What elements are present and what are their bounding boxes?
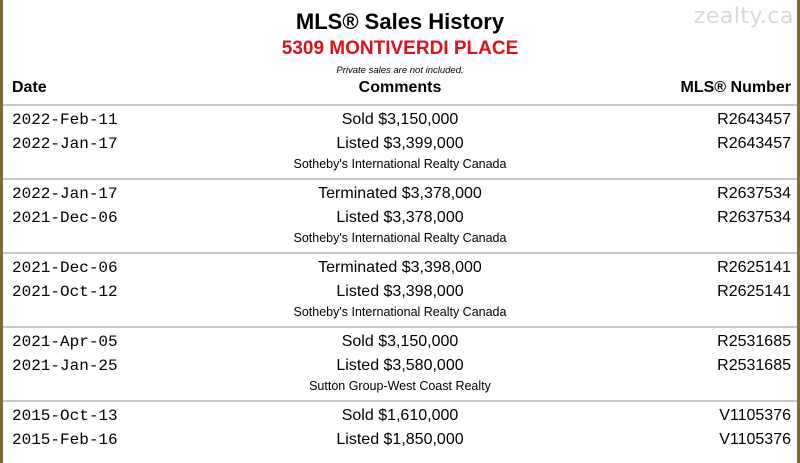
row-mls-number: R2637534 xyxy=(717,209,791,226)
column-header-mls-number: MLS® Number xyxy=(680,79,791,96)
table-row: 2015-Oct-13 Sold $1,610,000 V1105376 xyxy=(0,407,800,431)
group-divider xyxy=(3,178,797,180)
row-mls-number: R2531685 xyxy=(717,333,791,350)
listing-agency: Sotheby's International Realty Canada xyxy=(293,157,507,171)
table-row: 2021-Dec-06 Listed $3,378,000 R2637534 xyxy=(0,209,800,233)
row-comment: Listed $3,398,000 xyxy=(336,283,464,300)
table-row: 2015-Feb-16 Listed $1,850,000 V1105376 xyxy=(0,431,800,455)
listing-agency: Sotheby's International Realty Canada xyxy=(293,305,507,319)
table-row: 2022-Jan-17 Listed $3,399,000 R2643457 xyxy=(0,135,800,159)
row-date: 2015-Feb-16 xyxy=(12,431,118,449)
row-mls-number: R2625141 xyxy=(717,259,791,276)
row-mls-number: R2625141 xyxy=(717,283,791,300)
row-comment: Terminated $3,378,000 xyxy=(318,185,482,202)
row-mls-number: V1105376 xyxy=(719,407,791,424)
table-row: 2021-Dec-06 Terminated $3,398,000 R26251… xyxy=(0,259,800,283)
row-mls-number: R2531685 xyxy=(717,357,791,374)
row-date: 2021-Dec-06 xyxy=(12,209,118,227)
page-title: MLS® Sales History xyxy=(295,9,505,34)
table-row: 2022-Jan-17 Terminated $3,378,000 R26375… xyxy=(0,185,800,209)
row-comment: Sold $3,150,000 xyxy=(341,111,459,128)
table-header: Date Comments MLS® Number xyxy=(0,79,800,103)
row-comment: Sold $1,610,000 xyxy=(341,407,459,424)
row-date: 2022-Feb-11 xyxy=(12,111,118,129)
row-comment: Listed $1,850,000 xyxy=(336,431,464,448)
listing-agency: Sutton Group-West Coast Realty xyxy=(309,379,491,393)
row-date: 2021-Apr-05 xyxy=(12,333,118,351)
group-divider xyxy=(3,400,797,402)
row-mls-number: R2637534 xyxy=(717,185,791,202)
row-date: 2021-Dec-06 xyxy=(12,259,118,277)
group-divider xyxy=(3,104,797,106)
row-date: 2022-Jan-17 xyxy=(12,185,118,203)
listing-agency: Sotheby's International Realty Canada xyxy=(293,231,507,245)
row-comment: Terminated $3,398,000 xyxy=(318,259,482,276)
row-comment: Listed $3,378,000 xyxy=(336,209,464,226)
table-row: 2022-Feb-11 Sold $3,150,000 R2643457 xyxy=(0,111,800,135)
row-comment: Listed $3,580,000 xyxy=(336,357,464,374)
table-row: 2021-Jan-25 Listed $3,580,000 R2531685 xyxy=(0,357,800,381)
private-sales-note: Private sales are not included. xyxy=(336,65,464,76)
column-header-comments: Comments xyxy=(358,79,442,96)
group-divider xyxy=(3,326,797,328)
row-mls-number: V1105376 xyxy=(719,431,791,448)
row-comment: Listed $3,399,000 xyxy=(336,135,464,152)
row-mls-number: R2643457 xyxy=(717,135,791,152)
row-mls-number: R2643457 xyxy=(717,111,791,128)
row-date: 2021-Jan-25 xyxy=(12,357,118,375)
row-date: 2015-Oct-13 xyxy=(12,407,118,425)
group-divider xyxy=(3,252,797,254)
table-row: 2021-Apr-05 Sold $3,150,000 R2531685 xyxy=(0,333,800,357)
table-row: 2021-Oct-12 Listed $3,398,000 R2625141 xyxy=(0,283,800,307)
row-date: 2021-Oct-12 xyxy=(12,283,118,301)
property-address: 5309 MONTIVERDI PLACE xyxy=(281,38,519,59)
row-comment: Sold $3,150,000 xyxy=(341,333,459,350)
zealty-watermark: zealty.ca xyxy=(693,4,794,29)
row-date: 2022-Jan-17 xyxy=(12,135,118,153)
column-header-date: Date xyxy=(12,79,47,96)
